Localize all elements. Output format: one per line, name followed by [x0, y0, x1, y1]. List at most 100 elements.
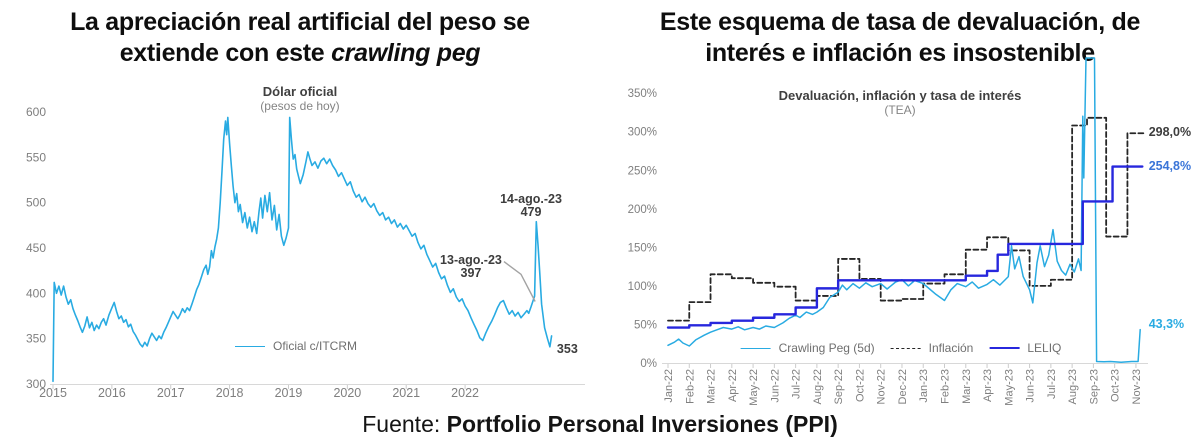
x-tick-label: Aug-23	[1067, 369, 1079, 404]
x-tick-label: Feb-23	[940, 369, 952, 404]
annotation: 43,3%	[1148, 316, 1185, 332]
annotation-line: 43,3%	[1148, 316, 1185, 331]
legend-line-swatch	[235, 345, 265, 347]
annotation-line: 13-ago.-23	[440, 252, 502, 267]
x-tick-label: Sep-23	[1088, 369, 1100, 404]
series-crawling-peg-5d-	[667, 57, 1141, 363]
y-tick-label: 100%	[628, 281, 657, 293]
tasas-chart-svg: 0% 50% 100% 150% 200% 250% 300% 350% Jan-22 Feb-2…	[628, 57, 1148, 406]
annotation: 254,8%	[1148, 158, 1192, 174]
y-tick-label: 450	[26, 241, 46, 255]
x-axis-labels: 2015 2016 2017 2018 2019 2020 2021 2022	[39, 386, 479, 400]
annotation-callout-line	[503, 261, 536, 302]
y-tick-label: 350	[26, 332, 46, 346]
x-tick-label: Jul-23	[1046, 369, 1058, 399]
legend-item: Crawling Peg (5d)	[740, 341, 875, 355]
legend-line-swatch	[740, 347, 771, 349]
legend-item: Oficial c/ITCRM	[235, 339, 357, 353]
x-tick-label: Mar-22	[706, 369, 718, 404]
y-tick-label: 350%	[628, 88, 657, 100]
legend-line-swatch	[890, 347, 921, 349]
y-tick-label: 600	[26, 105, 46, 119]
right-chart-title-line1: Este esquema de tasa de devaluación, de	[659, 8, 1141, 36]
right-chart-subtitle-note: (TEA)	[884, 103, 916, 117]
x-tick-label: Jan-22	[663, 369, 675, 403]
y-tick-label: 250%	[628, 165, 657, 177]
legend-label: Oficial c/ITCRM	[273, 339, 357, 353]
x-tick-label: Jan-23	[918, 369, 930, 403]
y-tick-label: 550	[26, 150, 46, 164]
x-tick-label: Apr-23	[982, 369, 994, 402]
x-tick-label: Apr-22	[727, 369, 739, 402]
x-tick-label: May-23	[1003, 369, 1015, 406]
x-tick-label: 2016	[98, 386, 126, 400]
x-tick-label: Dec-22	[897, 369, 909, 404]
right-chart-title-line2: interés e inflación es insostenible	[705, 39, 1095, 67]
annotation-line: 298,0%	[1148, 125, 1192, 140]
right-chart-subtitle: Devaluación, inflación y tasa de interés…	[600, 88, 1200, 117]
y-tick-label: 500	[26, 196, 46, 210]
x-tick-label: 2018	[216, 386, 244, 400]
x-tick-label: Mar-23	[961, 369, 973, 404]
annotation-line: 254,8%	[1148, 158, 1192, 173]
annotation-line: 397	[460, 266, 482, 281]
series-leliq	[666, 165, 1144, 329]
source-line: Fuente: Portfolio Personal Inversiones (…	[0, 411, 1200, 438]
y-tick-label: 300	[26, 377, 46, 391]
y-tick-label: 150%	[628, 242, 657, 254]
y-axis-labels: 0% 50% 100% 150% 200% 250% 300% 350%	[628, 88, 657, 370]
x-tick-label: 2017	[157, 386, 185, 400]
annotation: 353	[556, 341, 578, 357]
left-chart-title: La apreciación real artificial del peso …	[0, 7, 600, 69]
legend-item: LELIQ	[989, 341, 1061, 355]
series-oficial-c-itcrm	[52, 116, 553, 383]
source-label: Fuente:	[362, 411, 441, 437]
left-chart-subtitle-note: (pesos de hoy)	[260, 99, 340, 113]
annotation-line: 353	[556, 341, 578, 356]
x-tick-label: Jun-23	[1025, 369, 1037, 403]
legend-label: LELIQ	[1027, 341, 1062, 355]
x-tick-label: 2022	[451, 386, 479, 400]
y-tick-label: 400	[26, 286, 46, 300]
x-tick-label: May-22	[748, 369, 760, 406]
x-tick-label: Nov-23	[1131, 369, 1143, 404]
x-tick-label: 2021	[392, 386, 420, 400]
x-tick-label: Nov-22	[876, 369, 888, 404]
annotation-line: 14-ago.-23	[500, 191, 562, 206]
x-tick-label: Jun-22	[769, 369, 781, 403]
x-tick-label: Feb-22	[684, 369, 696, 404]
annotation: 298,0%	[1149, 126, 1191, 140]
legend-item: Inflación	[890, 341, 974, 355]
legend-line-swatch	[989, 347, 1020, 349]
series-inflaci-n	[667, 116, 1145, 322]
left-chart-title-line1: La apreciación real artificial del peso …	[70, 8, 530, 36]
right-chart-panel: Este esquema de tasa de devaluación, de …	[600, 0, 1200, 445]
x-tick-label: 2020	[333, 386, 361, 400]
x-tick-label: Oct-23	[1110, 369, 1122, 402]
x-tick-label: Jul-22	[791, 369, 803, 399]
left-chart-subtitle-main: Dólar oficial	[262, 84, 338, 99]
right-chart-subtitle-main: Devaluación, inflación y tasa de interés	[778, 88, 1022, 103]
x-tick-label: Sep-22	[833, 369, 845, 404]
y-axis-labels: 300 350 400 450 500 550 600	[26, 105, 46, 391]
y-tick-label: 0%	[640, 358, 657, 370]
annotation: 14-ago.-23 479	[500, 191, 562, 220]
x-tick-label: 2019	[275, 386, 303, 400]
x-tick-label: Aug-22	[812, 369, 824, 404]
annotation: 13-ago.-23 397	[440, 252, 502, 281]
y-tick-label: 200%	[628, 204, 657, 216]
legend-label: Inflación	[928, 341, 974, 355]
y-tick-label: 50%	[634, 319, 657, 331]
left-chart-subtitle: Dólar oficial (pesos de hoy)	[0, 84, 600, 113]
chart-legend: Crawling Peg (5d) Inflación LELIQ	[740, 341, 1061, 355]
annotation-line: 479	[520, 205, 542, 220]
right-chart-title: Este esquema de tasa de devaluación, de …	[600, 7, 1200, 69]
x-tick-label: 2015	[39, 386, 67, 400]
chart-legend: Oficial c/ITCRM	[235, 339, 357, 353]
y-tick-label: 300%	[628, 127, 657, 139]
x-axis-labels: Jan-22 Feb-22 Mar-22 Apr-22 May-22 Jun-22 Jul-…	[663, 369, 1143, 406]
source-name: Portfolio Personal Inversiones (PPI)	[446, 411, 838, 437]
crawling-peg-italic: crawling peg	[331, 39, 481, 67]
